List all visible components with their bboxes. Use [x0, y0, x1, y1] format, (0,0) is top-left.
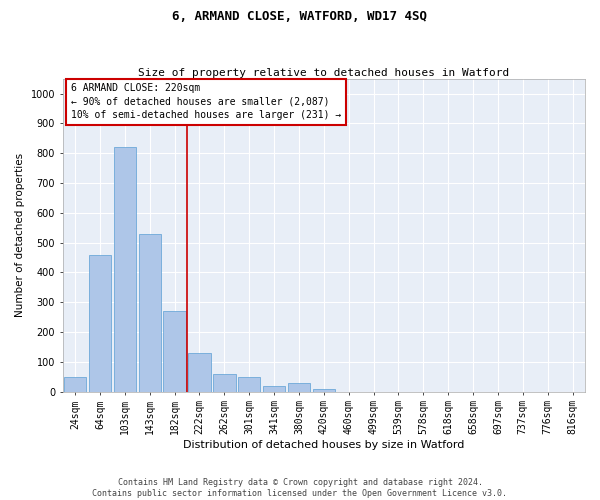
Text: 6, ARMAND CLOSE, WATFORD, WD17 4SQ: 6, ARMAND CLOSE, WATFORD, WD17 4SQ	[173, 10, 427, 23]
Text: Contains HM Land Registry data © Crown copyright and database right 2024.
Contai: Contains HM Land Registry data © Crown c…	[92, 478, 508, 498]
Bar	[139, 234, 161, 392]
Bar	[238, 376, 260, 392]
Bar	[213, 374, 236, 392]
Bar	[64, 376, 86, 392]
Bar	[163, 311, 186, 392]
Bar	[263, 386, 285, 392]
Bar	[188, 353, 211, 392]
Bar	[288, 382, 310, 392]
Text: 6 ARMAND CLOSE: 220sqm
← 90% of detached houses are smaller (2,087)
10% of semi-: 6 ARMAND CLOSE: 220sqm ← 90% of detached…	[71, 84, 341, 120]
Bar	[313, 388, 335, 392]
Bar	[89, 254, 111, 392]
Title: Size of property relative to detached houses in Watford: Size of property relative to detached ho…	[138, 68, 509, 78]
X-axis label: Distribution of detached houses by size in Watford: Distribution of detached houses by size …	[183, 440, 464, 450]
Y-axis label: Number of detached properties: Number of detached properties	[15, 153, 25, 317]
Bar	[113, 148, 136, 392]
